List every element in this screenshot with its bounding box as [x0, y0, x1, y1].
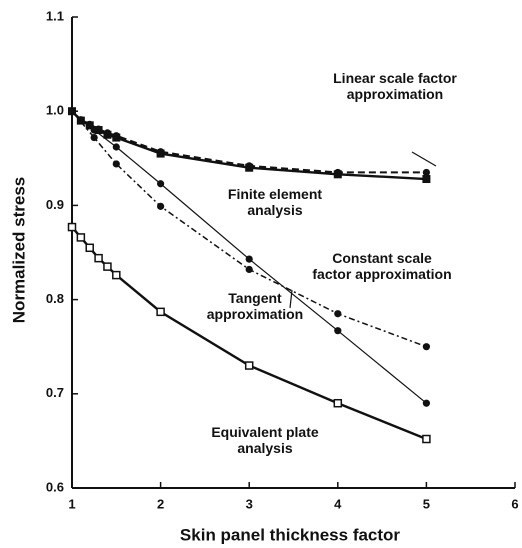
marker — [334, 310, 342, 318]
x-tick-label: 4 — [334, 496, 342, 511]
marker — [112, 143, 120, 151]
marker — [90, 126, 98, 134]
y-tick-label: 0.7 — [46, 385, 64, 400]
series-label: Linear scale factor approximation — [333, 70, 457, 102]
y-tick-label: 1.1 — [46, 8, 64, 23]
marker — [333, 398, 343, 408]
x-axis-label: Skin panel thickness factor — [180, 525, 401, 544]
y-tick-label: 1.0 — [46, 103, 64, 118]
y-tick-label: 0.8 — [46, 291, 64, 306]
marker — [156, 307, 165, 317]
marker — [67, 222, 77, 232]
marker — [422, 168, 430, 177]
marker — [334, 327, 342, 335]
y-axis-label: Normalized stress — [9, 177, 28, 323]
marker — [245, 162, 253, 170]
marker — [157, 202, 165, 210]
series-label: Finite element analysis — [227, 186, 323, 218]
marker — [103, 262, 112, 271]
x-tick-label: 1 — [68, 496, 75, 511]
marker — [112, 132, 120, 140]
x-tick-label: 5 — [423, 496, 430, 511]
marker — [103, 129, 112, 137]
x-tick-label: 6 — [511, 496, 518, 511]
marker — [244, 361, 254, 370]
x-tick-label: 3 — [246, 496, 253, 511]
series-label: Equivalent plate analysis — [211, 424, 319, 456]
marker — [86, 120, 94, 128]
y-tick-label: 0.9 — [46, 197, 64, 212]
marker — [112, 160, 120, 168]
marker — [422, 343, 430, 351]
series-label: Constant scale factor approximation — [312, 250, 452, 282]
x-tick-label: 2 — [157, 496, 164, 511]
marker — [76, 233, 86, 242]
series-label: Tangent approximation — [206, 290, 304, 322]
marker — [112, 270, 121, 280]
leader-line — [411, 151, 437, 167]
marker — [94, 253, 103, 263]
marker — [334, 168, 342, 177]
marker — [422, 175, 431, 184]
marker — [422, 434, 431, 444]
marker — [157, 180, 165, 188]
marker — [85, 243, 94, 253]
marker — [245, 255, 253, 263]
marker — [157, 148, 165, 156]
marker — [422, 399, 430, 407]
marker — [245, 265, 253, 274]
series-line — [71, 226, 427, 441]
marker — [90, 133, 98, 142]
marker — [68, 107, 76, 115]
y-tick-label: 0.6 — [46, 479, 64, 494]
